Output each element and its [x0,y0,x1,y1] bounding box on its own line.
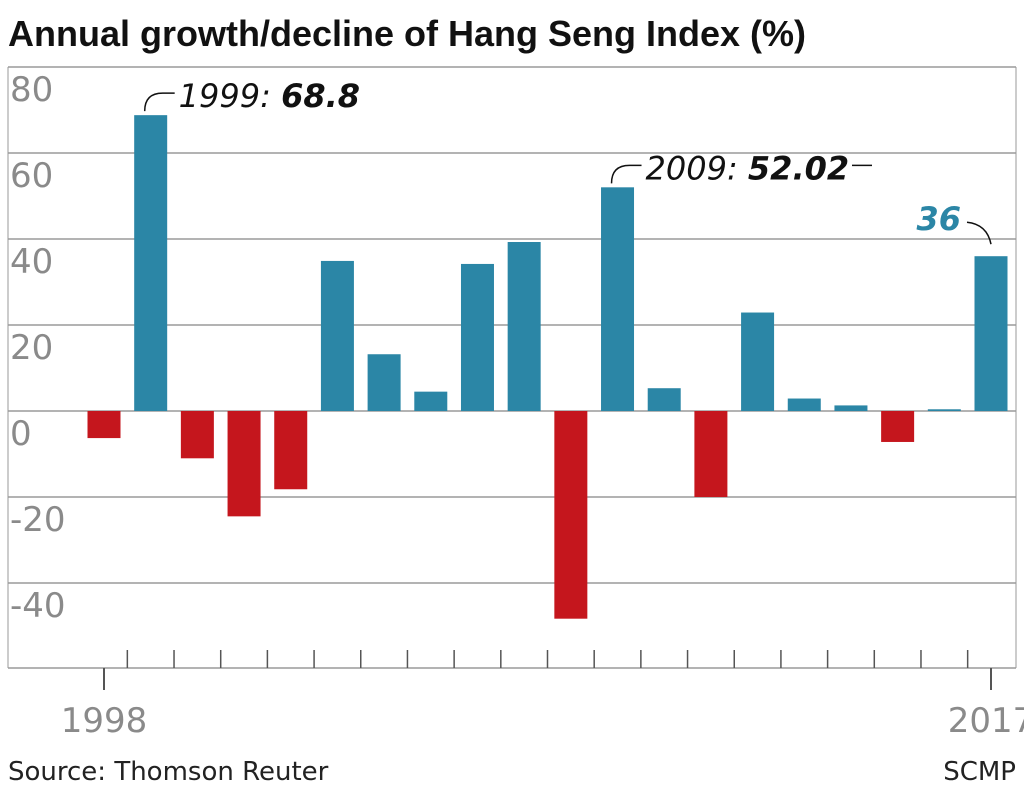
bar-2008 [554,411,588,619]
annotation-leader [966,221,992,245]
bar-2000 [180,411,214,459]
y-tick-label: 60 [10,156,53,196]
bar-2010 [647,388,681,411]
annotation-year: 1999: [179,77,281,115]
bar-2002 [274,411,308,490]
credit: SCMP [943,757,1016,787]
annotation-1999: 1999: 68.8 [179,77,360,115]
bars [87,115,1008,619]
annotations: 1999: 68.8 2009: 52.02 36 [143,77,992,245]
annotation-value: 68.8 [281,77,360,115]
bar-1998 [87,411,121,439]
annotation-leader [610,164,642,184]
bar-2014 [834,405,868,411]
source-note: Source: Thomson Reuter [8,757,329,787]
bar-2006 [460,263,494,411]
annotation-2017: 36 [916,200,961,238]
y-axis-ticks: 80 60 40 20 0 -20 -40 [10,70,66,626]
y-tick-label: -40 [10,586,66,626]
bar-2003 [320,260,354,411]
x-axis: 1998 2017 [7,67,1024,741]
bar-2004 [367,354,401,411]
bar-2017 [974,256,1008,411]
annotation-year: 2009: [646,149,748,187]
bar-2007 [507,242,541,411]
bar-2015 [881,411,915,442]
y-tick-label: 20 [10,328,53,368]
bar-2011 [694,411,728,497]
y-tick-label: -20 [10,500,66,540]
annotation-value: 52.02 [748,149,849,187]
chart-title: Annual growth/decline of Hang Seng Index… [8,13,806,54]
bar-2016 [927,409,961,411]
bar-2009 [601,187,635,411]
bar-1999 [134,115,168,411]
bar-2001 [227,411,261,517]
x-tick-label: 2017 [948,701,1024,741]
bar-2005 [414,391,448,411]
bar-2012 [741,312,775,411]
x-tick-label: 1998 [61,701,148,741]
y-tick-label: 0 [10,414,32,454]
annotation-2009: 2009: 52.02 [646,149,850,187]
y-tick-label: 80 [10,70,53,110]
y-tick-label: 40 [10,242,53,282]
bar-2013 [787,398,821,411]
annotation-leader [143,92,175,112]
